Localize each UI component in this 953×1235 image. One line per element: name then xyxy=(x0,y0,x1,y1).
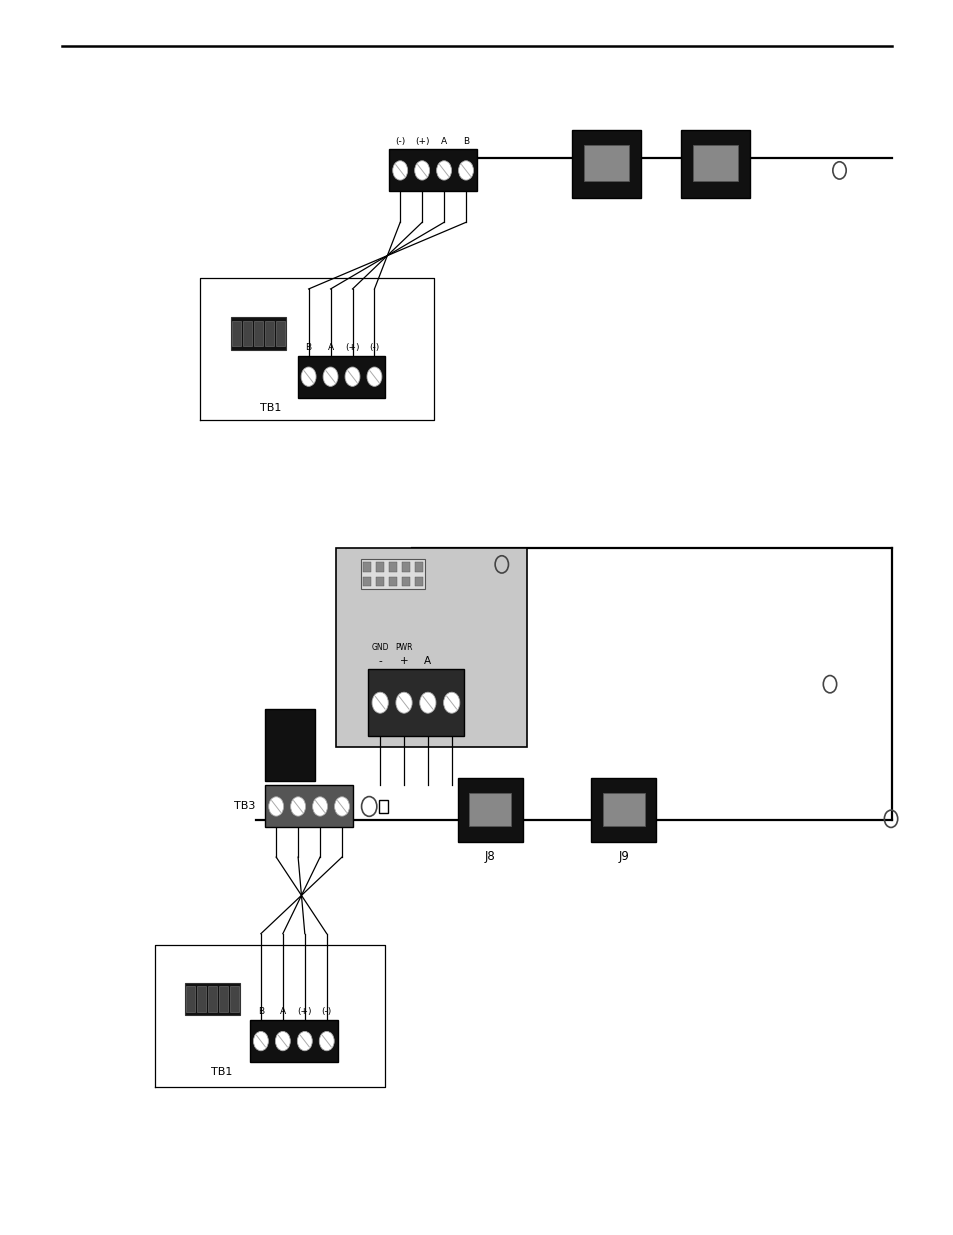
Circle shape xyxy=(393,161,407,180)
Circle shape xyxy=(436,161,451,180)
Text: J8: J8 xyxy=(484,850,496,863)
Bar xyxy=(335,548,526,747)
Bar xyxy=(197,987,206,1011)
Text: -: - xyxy=(378,656,381,666)
Text: (+): (+) xyxy=(345,343,359,352)
Bar xyxy=(185,983,240,1015)
Circle shape xyxy=(253,1031,268,1051)
Text: A: A xyxy=(424,656,431,666)
Circle shape xyxy=(458,161,473,180)
Bar xyxy=(360,559,425,589)
Text: TB3: TB3 xyxy=(234,802,255,811)
Text: TB1: TB1 xyxy=(212,1067,233,1077)
Bar xyxy=(362,562,371,572)
Text: (-): (-) xyxy=(321,1008,332,1016)
Bar xyxy=(415,562,423,572)
Bar xyxy=(253,321,263,346)
Bar xyxy=(401,562,410,572)
Bar xyxy=(375,562,384,572)
Bar xyxy=(389,577,396,587)
Circle shape xyxy=(367,367,381,387)
Bar xyxy=(276,321,285,346)
Bar xyxy=(250,1020,337,1062)
Bar xyxy=(389,149,476,191)
Bar xyxy=(693,146,737,180)
Circle shape xyxy=(319,1031,334,1051)
Text: A: A xyxy=(440,137,447,146)
Bar xyxy=(186,987,194,1011)
Bar xyxy=(243,321,252,346)
Bar xyxy=(265,709,314,781)
Circle shape xyxy=(345,367,359,387)
Circle shape xyxy=(419,692,436,713)
Circle shape xyxy=(275,1031,290,1051)
Bar xyxy=(368,669,463,736)
Bar xyxy=(378,800,388,813)
Bar xyxy=(584,146,628,180)
Bar xyxy=(602,793,644,826)
Bar xyxy=(232,321,240,346)
Bar xyxy=(457,778,522,842)
Text: GND: GND xyxy=(371,643,389,652)
Bar xyxy=(362,577,371,587)
Circle shape xyxy=(291,797,305,816)
Bar xyxy=(469,793,511,826)
Circle shape xyxy=(335,797,349,816)
Text: (+): (+) xyxy=(297,1008,312,1016)
Circle shape xyxy=(395,692,412,713)
Text: (-): (-) xyxy=(395,137,405,146)
Circle shape xyxy=(415,161,429,180)
Circle shape xyxy=(313,797,327,816)
Text: TB1: TB1 xyxy=(260,403,281,412)
Circle shape xyxy=(323,367,337,387)
Bar xyxy=(297,356,385,398)
Bar xyxy=(231,317,286,350)
Circle shape xyxy=(269,797,283,816)
Text: A: A xyxy=(279,1008,286,1016)
Text: B: B xyxy=(462,137,469,146)
Bar xyxy=(219,987,228,1011)
Circle shape xyxy=(443,692,459,713)
Circle shape xyxy=(297,1031,312,1051)
Bar xyxy=(265,321,274,346)
Bar xyxy=(680,130,749,198)
Text: A: A xyxy=(327,343,334,352)
Bar xyxy=(265,785,353,827)
Bar xyxy=(572,130,640,198)
Bar xyxy=(591,778,656,842)
Text: +: + xyxy=(399,656,408,666)
Bar xyxy=(389,562,396,572)
Text: J9: J9 xyxy=(618,850,629,863)
Bar xyxy=(415,577,423,587)
Text: (+): (+) xyxy=(415,137,429,146)
Bar xyxy=(231,987,239,1011)
Text: (-): (-) xyxy=(369,343,379,352)
Text: B: B xyxy=(305,343,312,352)
Text: B: B xyxy=(257,1008,264,1016)
Bar xyxy=(208,987,217,1011)
Text: PWR: PWR xyxy=(395,643,413,652)
Circle shape xyxy=(301,367,315,387)
Bar xyxy=(375,577,384,587)
Circle shape xyxy=(372,692,388,713)
Bar xyxy=(401,577,410,587)
